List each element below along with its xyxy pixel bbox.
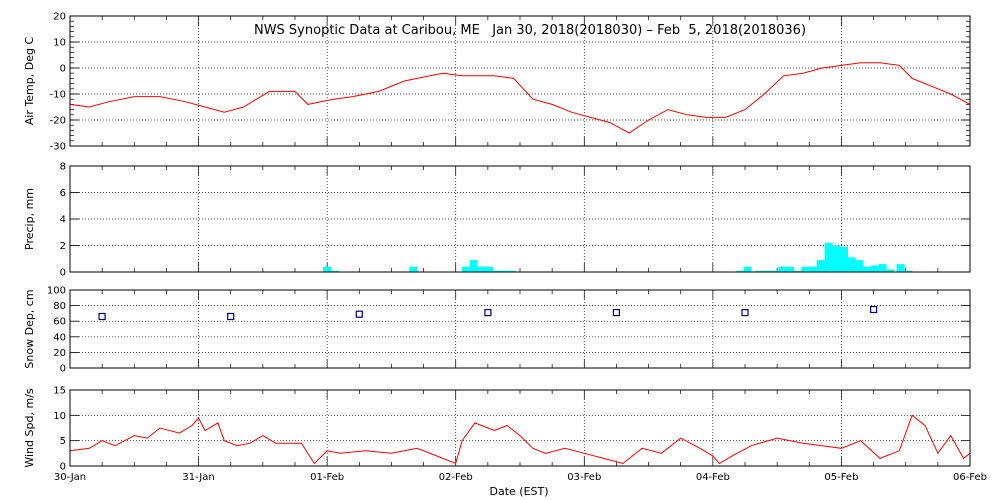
precip-bar: [870, 265, 879, 272]
precip-bar: [409, 266, 418, 272]
y-tick-label: 20: [53, 12, 66, 23]
panel-frame: [69, 15, 971, 147]
precip-bar: [508, 270, 517, 272]
y-tick-label: 6: [60, 188, 66, 199]
x-axis-label: Date (EST): [489, 485, 548, 498]
precip-bar: [492, 270, 501, 272]
precip-bar: [904, 270, 913, 272]
panel-frame: [69, 389, 971, 467]
x-tick-label: 31-Jan: [182, 472, 214, 483]
precip-bar: [886, 269, 895, 272]
x-tick-label: 05-Feb: [824, 472, 858, 483]
chart-title: NWS Synoptic Data at Caribou, ME Jan 30,…: [254, 23, 806, 38]
precip-bar: [770, 270, 779, 272]
precip-bar: [735, 270, 744, 272]
y-tick-label: 80: [53, 301, 66, 312]
snow-depth-point: [98, 312, 106, 321]
y-tick-label: 20: [53, 348, 66, 359]
panel-2: 0 2 4 6 8 Precip, mm: [23, 162, 971, 279]
y-tick-label: -30: [50, 142, 66, 153]
panel-4: 0 5 10 15 Wind Spd, m/s: [23, 386, 971, 473]
snow-depth-point: [741, 309, 749, 317]
y-axis-label: Wind Spd, m/s: [23, 388, 36, 468]
y-tick-label: -10: [50, 90, 66, 101]
precip-bar: [323, 266, 332, 272]
precip-bar: [469, 260, 478, 272]
precip-bar: [801, 266, 810, 272]
precip-bar: [847, 257, 856, 272]
y-tick-label: -20: [50, 116, 66, 127]
snow-depth-point: [612, 309, 621, 317]
y-tick-label: 60: [53, 317, 66, 328]
precip-bar: [477, 266, 486, 272]
precip-bar: [855, 260, 864, 272]
precip-bar: [816, 260, 825, 272]
x-tick-label: 03-Feb: [567, 472, 601, 483]
panel-3: 0 20 40 60 80 100 Snow Dep, cm: [23, 286, 971, 375]
y-tick-label: 10: [53, 411, 66, 422]
precip-bar: [786, 266, 794, 272]
precip-bar: [896, 264, 905, 272]
y-tick-label: 4: [60, 215, 66, 226]
snow-depth-point: [227, 312, 235, 321]
y-tick-label: 0: [60, 268, 66, 279]
y-tick-label: 0: [60, 364, 66, 375]
x-tick-label: 04-Feb: [696, 472, 730, 483]
precip-bar: [778, 266, 787, 272]
panel-frame: [69, 289, 971, 369]
precip-bar: [755, 270, 764, 272]
precip-bar: [824, 242, 833, 272]
panel-1: 20 10 0 -10 -20 -30 Air Temp, Deg C: [23, 12, 971, 153]
y-axis-label: Snow Dep, cm: [23, 289, 36, 368]
y-tick-label: 5: [60, 436, 66, 447]
x-tick-label: 02-Feb: [439, 472, 473, 483]
x-tick-label: 01-Feb: [310, 472, 344, 483]
precip-bar: [462, 266, 470, 272]
y-tick-label: 100: [47, 286, 66, 297]
snow-depth-point: [869, 305, 878, 314]
y-tick-label: 10: [53, 38, 66, 49]
precip-bar: [832, 245, 841, 272]
precip-bar: [743, 266, 752, 272]
x-tick-label: 30-Jan: [54, 472, 86, 483]
x-tick-label: 06-Feb: [953, 472, 987, 483]
y-tick-label: 0: [60, 64, 66, 75]
precip-bar: [809, 266, 818, 272]
precip-bar: [330, 270, 339, 272]
precip-bar: [863, 266, 872, 272]
y-tick-label: 2: [60, 241, 66, 252]
precip-bar: [793, 270, 802, 272]
y-tick-label: 15: [53, 386, 66, 397]
precip-bar: [500, 270, 509, 272]
y-axis-label: Air Temp, Deg C: [23, 37, 36, 126]
y-tick-label: 0: [60, 462, 66, 473]
y-axis-label: Precip, mm: [23, 188, 36, 250]
snow-depth-point: [355, 310, 363, 318]
precip-bar: [762, 270, 771, 272]
series-line: [69, 414, 971, 465]
precip-bar: [840, 246, 848, 272]
series-line: [69, 62, 971, 134]
precip-bar: [485, 266, 494, 272]
snow-depth-point: [484, 309, 492, 317]
y-tick-label: 8: [60, 162, 66, 173]
precip-bar: [878, 264, 887, 272]
y-tick-label: 40: [53, 332, 66, 343]
panel-frame: [69, 165, 971, 273]
